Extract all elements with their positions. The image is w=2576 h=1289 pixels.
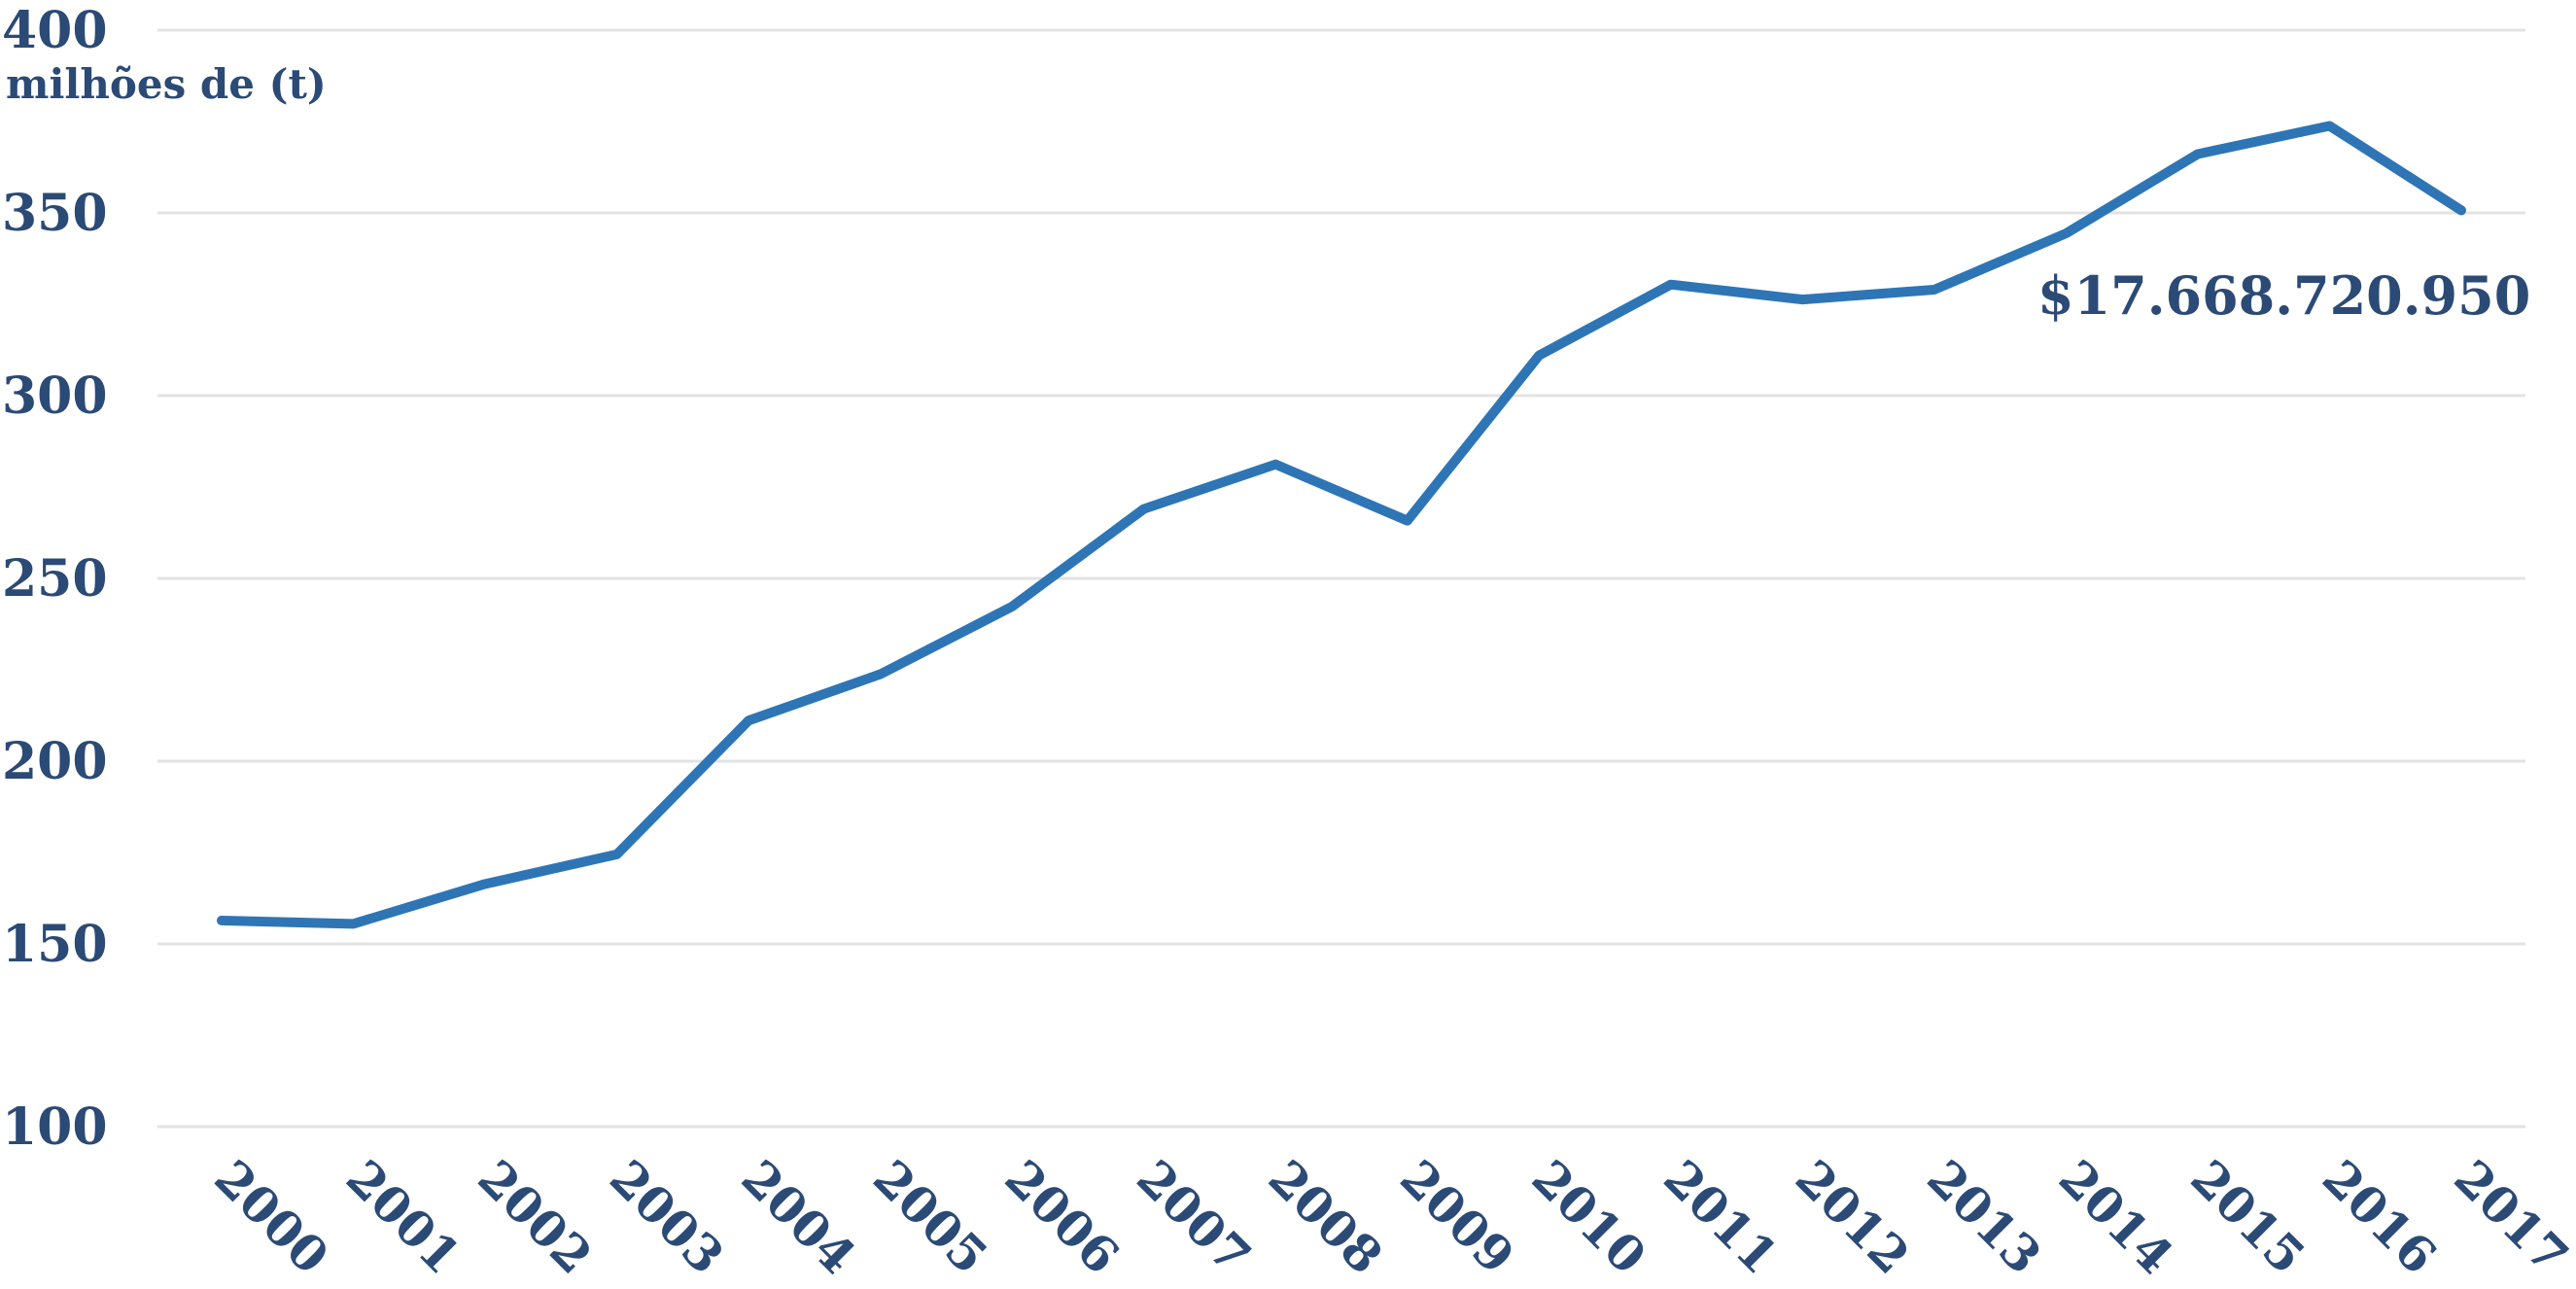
y-tick-label: 100 [2,1097,108,1157]
x-tick-label: 2003 [599,1149,735,1285]
y-tick-label: 350 [2,184,108,243]
x-tick-label: 2008 [1258,1149,1394,1285]
x-tick-label: 2007 [1126,1149,1262,1285]
x-tick-label: 2012 [1785,1149,1921,1285]
x-tick-label: 2010 [1521,1149,1657,1285]
x-tick-label: 2011 [1653,1149,1789,1285]
x-tick-label: 2016 [2312,1149,2448,1285]
x-tick-label: 2009 [1389,1149,1525,1285]
x-tick-label: 2002 [468,1149,604,1285]
x-tick-label: 2001 [335,1149,471,1285]
y-tick-label: 150 [2,915,108,974]
y-tick-label: 250 [2,549,108,609]
data-annotation: $17.668.720.950 [2037,264,2531,327]
x-tick-label: 2000 [204,1149,340,1285]
x-tick-label: 2017 [2444,1149,2576,1285]
x-tick-label: 2004 [731,1149,867,1285]
x-tick-label: 2013 [1916,1149,2052,1285]
x-tick-label: 2014 [2048,1149,2184,1285]
y-axis-label: milhões de (t) [6,60,327,108]
y-tick-label: 200 [2,732,108,791]
x-tick-label: 2006 [994,1149,1131,1285]
x-tick-label: 2005 [862,1149,998,1285]
y-tick-label: 300 [2,366,108,426]
series-line [217,121,2466,929]
x-tick-label: 2015 [2179,1149,2315,1285]
y-tick-label: 400 [2,1,108,60]
